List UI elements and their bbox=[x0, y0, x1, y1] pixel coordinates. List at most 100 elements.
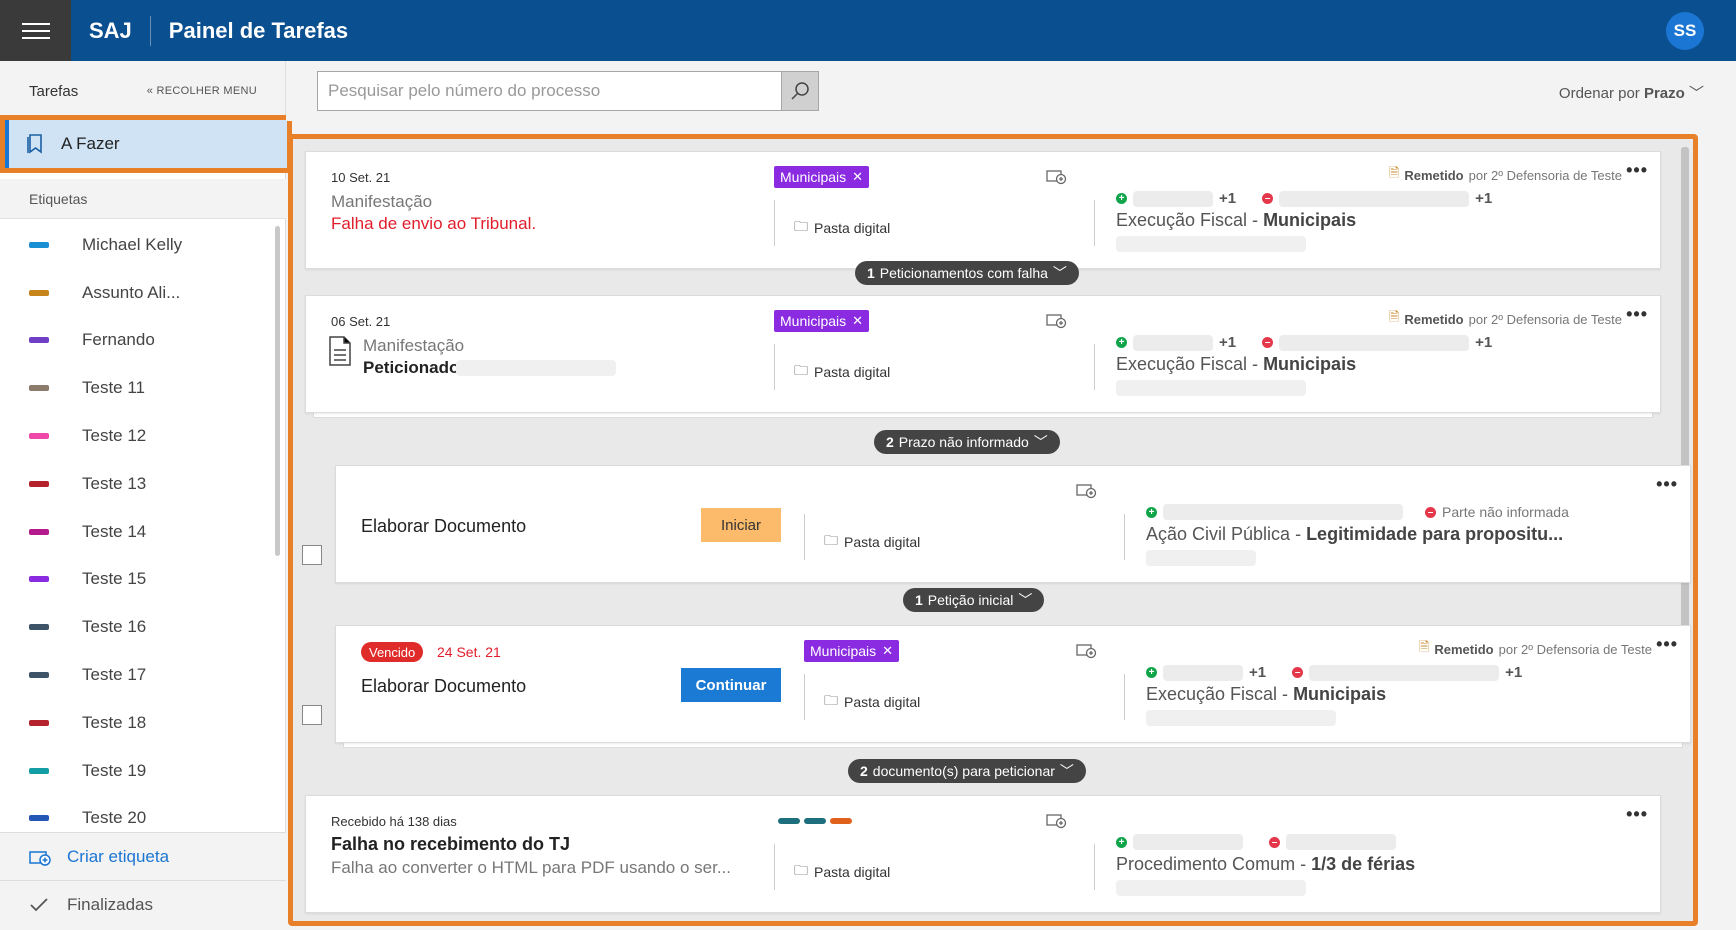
task-checkbox[interactable] bbox=[302, 705, 322, 725]
task-checkbox[interactable] bbox=[302, 545, 322, 565]
folder-label: Pasta digital bbox=[814, 864, 891, 880]
label-name: Teste 11 bbox=[82, 378, 146, 398]
tag-municipais[interactable]: Municipais ✕ bbox=[774, 310, 870, 332]
sidebar-item-a-fazer[interactable]: A Fazer bbox=[0, 115, 292, 173]
plus-circle-icon: + bbox=[1116, 836, 1127, 848]
brand-logo[interactable]: SAJ bbox=[89, 17, 132, 43]
folder-icon: 🗀 bbox=[824, 532, 838, 548]
more-options-icon[interactable]: ••• bbox=[1656, 474, 1678, 494]
tag-municipais[interactable]: Municipais ✕ bbox=[804, 640, 900, 662]
class-subject: Legitimidade para propositu... bbox=[1306, 524, 1564, 544]
remetido-label: Remetido bbox=[1404, 167, 1464, 183]
minus-circle-icon: – bbox=[1262, 337, 1274, 348]
more-options-icon[interactable]: ••• bbox=[1626, 160, 1648, 180]
folder-label: Pasta digital bbox=[844, 534, 921, 550]
create-label-button[interactable]: Criar etiqueta bbox=[0, 833, 286, 881]
label-color-swatch bbox=[29, 815, 49, 822]
pill-count: 2 bbox=[860, 763, 868, 779]
label-color-swatch bbox=[29, 672, 49, 679]
digital-folder-link[interactable]: 🗀 Pasta digital bbox=[824, 530, 920, 554]
pill-text: Petição inicial bbox=[927, 592, 1014, 608]
add-tag-icon[interactable] bbox=[1046, 812, 1068, 829]
task-subtitle: Falha ao converter o HTML para PDF usand… bbox=[331, 858, 732, 877]
finished-label: Finalizadas bbox=[67, 895, 153, 914]
initial-petition-pill[interactable]: 1 Petição inicial ﹀ bbox=[903, 588, 1045, 612]
collapse-menu-button[interactable]: « RECOLHER MENU bbox=[147, 85, 257, 97]
add-label-icon bbox=[29, 848, 51, 866]
folder-label: Pasta digital bbox=[814, 364, 891, 380]
remetido-label: Remetido bbox=[1434, 641, 1494, 657]
process-class: Execução Fiscal - Municipais bbox=[1116, 210, 1356, 231]
documents-to-file-pill[interactable]: 2 documento(s) para peticionar ﹀ bbox=[848, 759, 1086, 783]
search-input[interactable]: Pesquisar pelo número do processo bbox=[317, 71, 782, 111]
more-options-icon[interactable]: ••• bbox=[1656, 634, 1678, 654]
sidebar-item-finalizadas[interactable]: Finalizadas bbox=[0, 881, 286, 929]
sidebar-label-item[interactable]: Assunto Ali... bbox=[0, 269, 286, 317]
party-count-a: +1 bbox=[1249, 664, 1267, 681]
tag-swatch-3[interactable] bbox=[830, 818, 852, 824]
label-name: Teste 17 bbox=[82, 665, 147, 685]
menu-icon[interactable] bbox=[0, 0, 71, 61]
add-tag-icon[interactable] bbox=[1046, 168, 1068, 185]
task-title: Falha no recebimento do TJ bbox=[331, 834, 571, 854]
sidebar-label-item[interactable]: Teste 18 bbox=[0, 699, 286, 747]
digital-folder-link[interactable]: 🗀 Pasta digital bbox=[824, 690, 920, 714]
add-tag-icon[interactable] bbox=[1076, 642, 1098, 659]
sidebar-label-item[interactable]: Teste 16 bbox=[0, 603, 286, 651]
minus-circle-icon: – bbox=[1425, 506, 1436, 518]
tag-label: Municipais bbox=[810, 643, 877, 659]
failed-filings-pill[interactable]: 1 Peticionamentos com falha ﹀ bbox=[855, 261, 1079, 285]
task-card[interactable]: Recebido há 138 dias Falha no recebiment… bbox=[305, 795, 1661, 913]
sidebar-label-item[interactable]: Fernando bbox=[0, 317, 286, 365]
close-icon[interactable]: ✕ bbox=[852, 169, 864, 184]
no-deadline-pill[interactable]: 2 Prazo não informado ﹀ bbox=[874, 430, 1060, 454]
tag-municipais[interactable]: Municipais ✕ bbox=[774, 166, 870, 188]
close-icon[interactable]: ✕ bbox=[852, 313, 864, 328]
sidebar-label-item[interactable]: Teste 13 bbox=[0, 460, 286, 508]
add-tag-icon[interactable] bbox=[1046, 312, 1068, 329]
task-list: 10 Set. 21 Manifestação Falha de envio a… bbox=[288, 134, 1698, 926]
sidebar-label-item[interactable]: Teste 17 bbox=[0, 651, 286, 699]
tag-label: Municipais bbox=[780, 169, 847, 185]
sidebar-label-item[interactable]: Teste 20 bbox=[0, 795, 286, 843]
plus-circle-icon: + bbox=[1116, 193, 1127, 204]
continue-button[interactable]: Continuar bbox=[681, 668, 781, 702]
tag-swatch-1[interactable] bbox=[778, 818, 800, 824]
digital-folder-link[interactable]: 🗀 Pasta digital bbox=[794, 360, 890, 384]
tag-swatch-2[interactable] bbox=[804, 818, 826, 824]
party-count-a: +1 bbox=[1219, 190, 1237, 207]
start-button[interactable]: Iniciar bbox=[701, 508, 781, 542]
more-options-icon[interactable]: ••• bbox=[1626, 804, 1648, 824]
digital-folder-link[interactable]: 🗀 Pasta digital bbox=[794, 860, 890, 884]
party-count-b: +1 bbox=[1475, 334, 1493, 351]
label-color-swatch bbox=[29, 289, 49, 296]
sidebar-label-item[interactable]: Michael Kelly bbox=[0, 221, 286, 269]
forward-doc-icon: 🗎 bbox=[1388, 165, 1400, 180]
minus-circle-icon: – bbox=[1292, 667, 1304, 678]
avatar[interactable]: SS bbox=[1666, 12, 1704, 50]
sidebar-label-item[interactable]: Teste 12 bbox=[0, 412, 286, 460]
sort-value: Prazo bbox=[1643, 85, 1685, 102]
more-options-icon[interactable]: ••• bbox=[1626, 304, 1648, 324]
add-tag-icon[interactable] bbox=[1076, 482, 1098, 499]
task-card[interactable]: 10 Set. 21 Manifestação Falha de envio a… bbox=[305, 151, 1661, 269]
sidebar-scrollbar[interactable] bbox=[275, 226, 280, 556]
sort-dropdown[interactable]: Ordenar por Prazo ﹀ bbox=[1559, 82, 1704, 103]
tag-label: Municipais bbox=[780, 313, 847, 329]
sidebar-label-item[interactable]: Teste 11 bbox=[0, 364, 286, 412]
sidebar-label-item[interactable]: Teste 19 bbox=[0, 747, 286, 795]
search-button[interactable] bbox=[782, 71, 819, 111]
sidebar-label-item[interactable]: Teste 14 bbox=[0, 508, 286, 556]
digital-folder-link[interactable]: 🗀 Pasta digital bbox=[794, 216, 890, 240]
task-card[interactable]: Vencido 24 Set. 21 Elaborar Documento Co… bbox=[335, 625, 1691, 743]
task-status: Falha de envio ao Tribunal. bbox=[331, 214, 537, 233]
task-card[interactable]: Elaborar Documento Iniciar 🗀 Pasta digita… bbox=[335, 465, 1691, 583]
sidebar-label-item[interactable]: Teste 15 bbox=[0, 556, 286, 604]
close-icon[interactable]: ✕ bbox=[882, 643, 894, 658]
task-card[interactable]: 06 Set. 21 Manifestação Peticionado Muni… bbox=[305, 295, 1661, 413]
label-name: Teste 18 bbox=[82, 712, 147, 732]
plus-circle-icon: + bbox=[1146, 506, 1157, 518]
folder-icon: 🗀 bbox=[794, 362, 808, 378]
main-scrollbar[interactable] bbox=[1681, 147, 1689, 657]
header-divider bbox=[149, 15, 151, 46]
